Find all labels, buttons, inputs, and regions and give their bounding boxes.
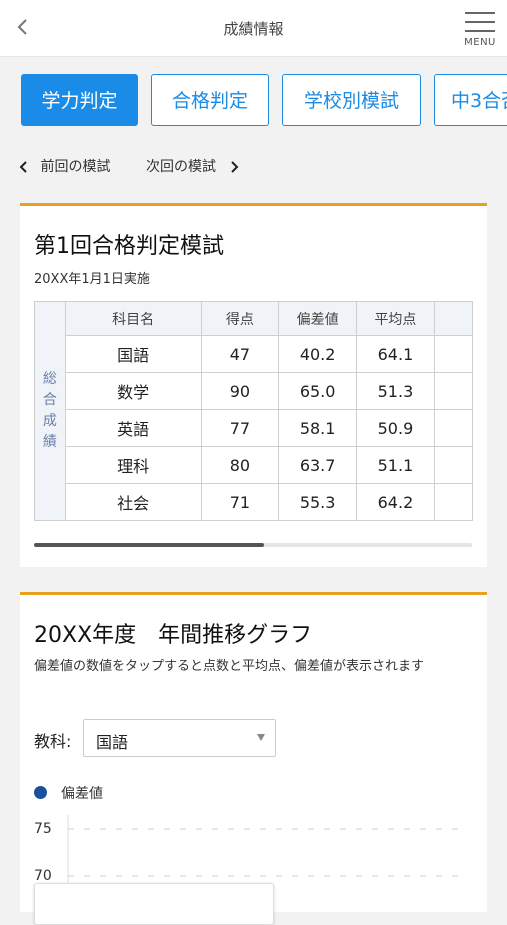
subject-select-value: 国語 — [96, 733, 129, 752]
data-tooltip — [34, 883, 274, 925]
tab-pass-judgment[interactable]: 合格判定 — [151, 74, 269, 126]
deviation-cell: 40.2 — [278, 335, 358, 373]
chevron-right-icon — [231, 161, 239, 173]
overflow-cell — [433, 372, 473, 410]
deviation-cell: 55.3 — [278, 483, 358, 521]
hamburger-bar — [465, 21, 495, 23]
table-row: 英語 77 58.1 50.9 — [35, 409, 473, 447]
yearly-graph-card: 20XX年度 年間推移グラフ 偏差値の数値をタップすると点数と平均点、偏差値が表… — [20, 592, 487, 925]
table-header-row: 総 合 成 績 科目名 得点 偏差値 平均点 — [34, 301, 473, 521]
overflow-cell — [433, 409, 473, 447]
previous-exam-link[interactable]: 前回の模試 — [18, 155, 110, 179]
subject-cell: 数学 — [64, 372, 202, 410]
column-header-next — [433, 301, 473, 336]
y-tick-label: 70 — [34, 868, 52, 884]
column-header-deviation: 偏差値 — [278, 301, 358, 336]
subject-cell: 社会 — [64, 483, 202, 521]
average-cell: 64.1 — [356, 335, 435, 373]
next-exam-label: 次回の模試 — [146, 159, 216, 175]
table-scrollbar[interactable] — [34, 543, 472, 547]
overall-results-label: 総 合 成 績 — [34, 301, 66, 521]
menu-label: MENU — [464, 37, 496, 48]
table-row: 数学 90 65.0 51.3 — [35, 372, 473, 410]
tab-school-mock[interactable]: 学校別模試 — [282, 74, 421, 126]
score-cell: 71 — [200, 483, 280, 521]
column-header-average: 平均点 — [356, 301, 435, 336]
exam-title: 第1回合格判定模試 — [34, 234, 224, 259]
score-cell: 47 — [200, 335, 280, 373]
subject-cell: 理科 — [64, 446, 202, 484]
exam-results-card: 第1回合格判定模試 20XX年1月1日実施 総 合 成 績 科目名 得点 偏差値… — [20, 203, 487, 567]
hamburger-bar — [465, 30, 495, 32]
table-scrollbar-thumb[interactable] — [34, 543, 264, 547]
scores-table: 総 合 成 績 科目名 得点 偏差値 平均点 国語 47 40.2 64.1 数… — [34, 301, 473, 521]
table-row: 国語 47 40.2 64.1 — [35, 335, 473, 373]
exam-date: 20XX年1月1日実施 — [34, 272, 150, 287]
subject-select[interactable]: 国語 — [83, 719, 276, 757]
overflow-cell — [433, 483, 473, 521]
legend-dot-icon — [34, 786, 47, 799]
average-cell: 64.2 — [356, 483, 435, 521]
tab-academic-ability[interactable]: 学力判定 — [21, 74, 138, 126]
column-header-score: 得点 — [200, 301, 280, 336]
app-header: 成績情報 MENU — [0, 0, 507, 57]
next-exam-link[interactable]: 次回の模試 — [146, 155, 240, 179]
dropdown-arrow-icon — [257, 734, 265, 741]
back-chevron-icon[interactable] — [14, 16, 32, 38]
average-cell: 51.3 — [356, 372, 435, 410]
tab-grade3-pass[interactable]: 中3合否 — [434, 74, 507, 126]
deviation-cell: 58.1 — [278, 409, 358, 447]
overflow-cell — [433, 446, 473, 484]
overflow-cell — [433, 335, 473, 373]
score-cell: 90 — [200, 372, 280, 410]
legend-label: 偏差値 — [61, 786, 103, 802]
side-label-char: 総 — [42, 371, 57, 387]
score-cell: 80 — [200, 446, 280, 484]
previous-exam-label: 前回の模試 — [40, 159, 111, 175]
y-tick-label: 75 — [34, 821, 52, 837]
table-row: 社会 71 55.3 64.2 — [35, 483, 473, 521]
table-row: 理科 80 63.7 51.1 — [35, 446, 473, 484]
subject-cell: 国語 — [64, 335, 202, 373]
side-label-char: 成 — [42, 413, 57, 429]
deviation-cell: 65.0 — [278, 372, 358, 410]
column-header-subject: 科目名 — [64, 301, 202, 336]
side-label-char: 績 — [42, 434, 57, 450]
average-cell: 50.9 — [356, 409, 435, 447]
score-cell: 77 — [200, 409, 280, 447]
menu-button[interactable]: MENU — [463, 10, 497, 50]
chevron-left-icon — [19, 161, 27, 173]
hamburger-icon — [465, 12, 495, 14]
scores-table-scroll[interactable]: 総 合 成 績 科目名 得点 偏差値 平均点 国語 47 40.2 64.1 数… — [20, 206, 473, 546]
side-label-char: 合 — [42, 392, 57, 408]
average-cell: 51.1 — [356, 446, 435, 484]
exam-type-tabs: 学力判定 合格判定 学校別模試 中3合否 — [0, 74, 507, 130]
exam-navigation: 前回の模試 次回の模試 — [0, 155, 507, 179]
graph-title: 20XX年度 年間推移グラフ — [34, 623, 313, 648]
subject-label: 教科: — [34, 732, 72, 751]
deviation-cell: 63.7 — [278, 446, 358, 484]
subject-cell: 英語 — [64, 409, 202, 447]
page-title: 成績情報 — [223, 20, 284, 38]
graph-description: 偏差値の数値をタップすると点数と平均点、偏差値が表示されます — [34, 659, 425, 674]
